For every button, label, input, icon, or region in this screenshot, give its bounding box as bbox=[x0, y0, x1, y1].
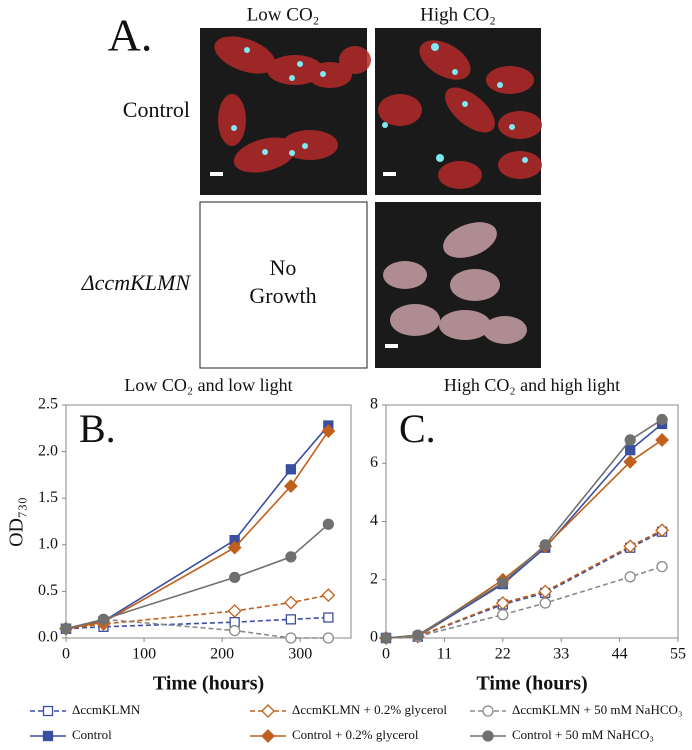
marker bbox=[482, 730, 494, 742]
y-tick-label: 2.5 bbox=[38, 396, 58, 413]
y-tick-label: 6 bbox=[370, 454, 378, 471]
marker bbox=[60, 623, 72, 635]
legend-label: Control + 0.2% glycerol bbox=[292, 727, 419, 742]
y-tick-label: 0.5 bbox=[38, 582, 58, 599]
marker bbox=[261, 729, 275, 743]
marker bbox=[539, 539, 551, 551]
marker bbox=[656, 560, 668, 573]
marker bbox=[322, 632, 335, 644]
marker bbox=[285, 551, 297, 563]
x-tick-label: 33 bbox=[553, 646, 569, 663]
legend-label: ΔccmKLMN + 0.2% glycerol bbox=[292, 702, 447, 717]
legend-label: ΔccmKLMN bbox=[72, 702, 141, 717]
x-tick-label: 0 bbox=[382, 646, 390, 663]
marker bbox=[322, 518, 335, 530]
no-growth: Growth bbox=[249, 283, 316, 308]
y-tick-label: 4 bbox=[370, 512, 378, 529]
x-tick-label: 55 bbox=[670, 646, 686, 663]
micrograph bbox=[375, 28, 542, 195]
y-tick-label: 2 bbox=[370, 570, 378, 587]
marker bbox=[497, 609, 509, 621]
marker bbox=[624, 434, 636, 446]
y-tick-label: 0 bbox=[370, 629, 378, 646]
marker bbox=[624, 571, 636, 583]
marker bbox=[323, 612, 334, 623]
x-tick-label: 44 bbox=[612, 646, 628, 663]
x-tick-label: 22 bbox=[495, 646, 511, 663]
marker bbox=[285, 464, 297, 475]
panel-label: B. bbox=[79, 406, 116, 451]
marker bbox=[380, 632, 392, 644]
series-line bbox=[385, 530, 663, 639]
marker bbox=[623, 454, 638, 469]
legend-label: Control bbox=[72, 727, 112, 742]
series-line bbox=[385, 529, 663, 639]
marker bbox=[42, 730, 54, 742]
marker bbox=[497, 577, 509, 589]
y-tick-label: 1.0 bbox=[38, 535, 58, 552]
marker bbox=[412, 629, 424, 641]
marker bbox=[623, 539, 638, 554]
y-tick-label: 1.5 bbox=[38, 489, 58, 506]
column-label: Low CO₂ bbox=[247, 4, 320, 25]
x-tick-label: 300 bbox=[288, 646, 312, 663]
panel-label: C. bbox=[399, 406, 436, 451]
marker bbox=[655, 523, 669, 538]
marker bbox=[285, 614, 297, 625]
chart-title: High CO₂ and high light bbox=[444, 375, 620, 395]
x-tick-label: 11 bbox=[437, 646, 452, 663]
marker bbox=[285, 632, 297, 644]
marker bbox=[283, 479, 298, 494]
x-tick-label: 0 bbox=[62, 646, 70, 663]
marker bbox=[482, 705, 494, 717]
x-axis-label: Time (hours) bbox=[153, 673, 264, 695]
legend-label: ΔccmKLMN + 50 mM NaHCO₃ bbox=[512, 702, 682, 717]
no-growth: No bbox=[270, 255, 297, 280]
marker bbox=[283, 595, 298, 610]
marker bbox=[229, 571, 241, 584]
marker bbox=[97, 613, 110, 626]
row-label: ΔccmKLMN bbox=[81, 270, 192, 295]
marker bbox=[227, 540, 242, 555]
micrograph bbox=[375, 202, 541, 368]
marker bbox=[321, 424, 336, 439]
y-tick-label: 8 bbox=[370, 396, 378, 413]
x-axis-label: Time (hours) bbox=[476, 673, 587, 695]
y-tick-label: 0.0 bbox=[38, 629, 58, 646]
legend-label: Control + 50 mM NaHCO₃ bbox=[512, 727, 654, 742]
marker bbox=[655, 433, 669, 447]
marker bbox=[227, 604, 242, 618]
series-line bbox=[385, 439, 663, 639]
y-tick-label: 2.0 bbox=[38, 442, 58, 459]
marker bbox=[625, 444, 636, 456]
row-label: Control bbox=[123, 97, 190, 122]
x-tick-label: 100 bbox=[132, 646, 156, 663]
marker bbox=[261, 704, 275, 718]
series-line bbox=[385, 423, 663, 639]
column-label: High CO₂ bbox=[420, 4, 496, 25]
empty-panel bbox=[199, 201, 368, 369]
series-line bbox=[385, 418, 663, 639]
marker bbox=[42, 705, 54, 717]
y-axis-label: OD₇₃₀ bbox=[6, 497, 28, 547]
micrograph bbox=[200, 28, 371, 195]
chart-title: Low CO₂ and low light bbox=[124, 375, 292, 395]
marker bbox=[229, 624, 241, 637]
marker bbox=[656, 413, 668, 426]
series-line bbox=[385, 565, 663, 639]
series-line bbox=[65, 523, 329, 630]
panel-label: A. bbox=[108, 10, 153, 61]
marker bbox=[321, 588, 336, 603]
marker bbox=[539, 597, 551, 609]
plot-frame bbox=[65, 404, 352, 639]
marker bbox=[495, 596, 510, 610]
x-tick-label: 200 bbox=[210, 646, 234, 663]
